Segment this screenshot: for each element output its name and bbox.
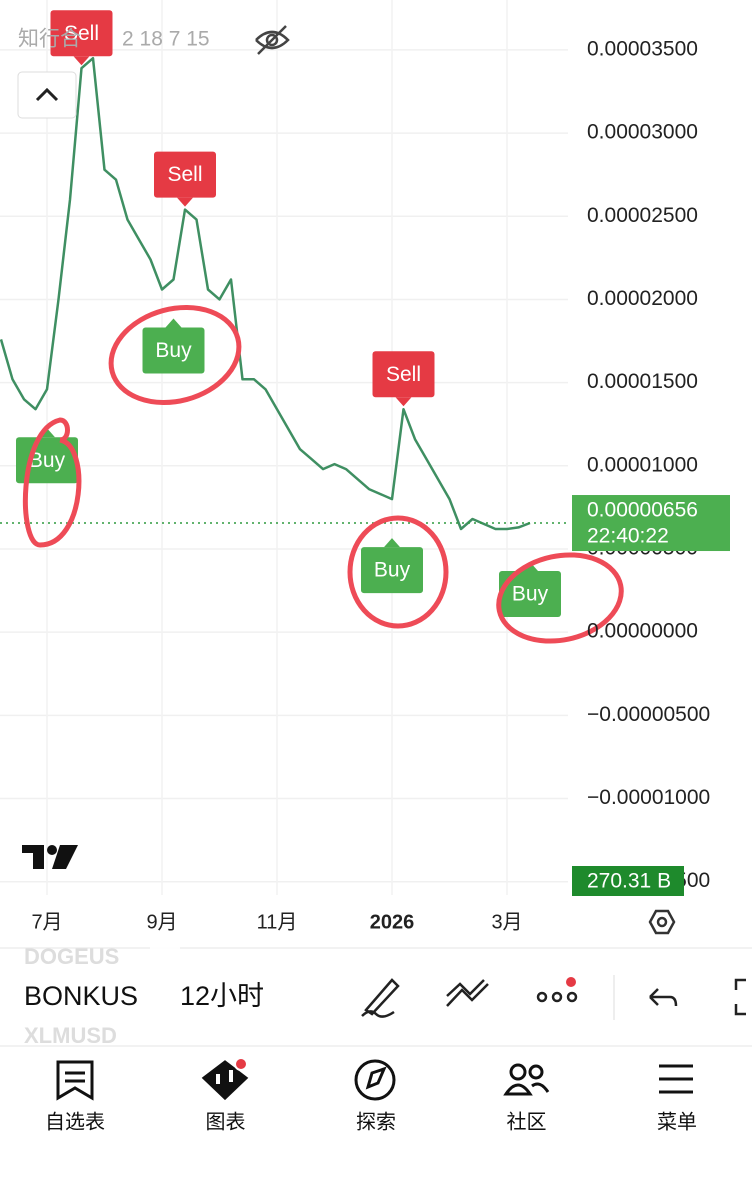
y-tick-label: 0.00002000 bbox=[587, 287, 698, 310]
signal-label: Sell bbox=[386, 363, 421, 386]
indicator-tool[interactable] bbox=[446, 979, 489, 1007]
signal-label: Buy bbox=[374, 559, 411, 582]
undo-button[interactable] bbox=[649, 988, 678, 1007]
price-badge bbox=[572, 495, 730, 552]
x-axis: 7月 9月 11月 2026 3月 bbox=[31, 911, 522, 933]
x-tick-label: 11月 bbox=[257, 911, 298, 933]
y-tick-label: −0.00000500 bbox=[587, 703, 710, 726]
y-tick-label: 0.00001000 bbox=[587, 453, 698, 476]
signal-label: Sell bbox=[167, 163, 202, 186]
y-tick-label: 0.00002500 bbox=[587, 204, 698, 227]
signal-pointer bbox=[177, 197, 193, 207]
icon-detail bbox=[229, 1070, 233, 1082]
grid bbox=[0, 0, 568, 895]
price-badge-label: 0.00000656 bbox=[587, 499, 698, 522]
settings-icon[interactable] bbox=[648, 909, 676, 935]
signal-box bbox=[372, 351, 435, 398]
y-tick-label: 0.00001500 bbox=[587, 370, 698, 393]
circle bbox=[347, 515, 449, 629]
sell-signal: Sell bbox=[372, 351, 435, 407]
badge-dot bbox=[234, 1057, 248, 1071]
legend-text: 知行合 bbox=[18, 28, 81, 51]
symbol-current[interactable]: BONKUS bbox=[24, 981, 138, 1011]
volume-label: 270.31 B bbox=[587, 870, 671, 893]
tab-icon[interactable] bbox=[503, 1063, 550, 1096]
signal-box bbox=[50, 10, 113, 57]
tab-icon[interactable] bbox=[354, 1059, 396, 1101]
volume-badge bbox=[572, 866, 684, 896]
fullscreen-button[interactable] bbox=[734, 978, 746, 1016]
tab-icon[interactable] bbox=[365, 1066, 387, 1090]
signal-label: Buy bbox=[29, 449, 66, 472]
signal-pointer bbox=[384, 538, 400, 548]
symbol-prev[interactable]: DOGEUS bbox=[24, 944, 119, 969]
y-tick-label: 0.00000000 bbox=[587, 620, 698, 643]
signal-box bbox=[154, 151, 216, 198]
price-line bbox=[0, 56, 531, 531]
signal-label: Buy bbox=[512, 583, 549, 606]
countdown: 22:40:22 bbox=[587, 525, 669, 548]
circle bbox=[108, 304, 242, 406]
signal-pointer bbox=[73, 56, 90, 66]
fade bbox=[150, 945, 180, 1045]
annotation-circles bbox=[22, 304, 624, 644]
sell-signal: Sell bbox=[154, 151, 216, 207]
tab-label[interactable]: 图表 bbox=[206, 1110, 246, 1133]
tab-label[interactable]: 菜单 bbox=[657, 1110, 697, 1133]
x-tick-label: 2026 bbox=[370, 911, 415, 933]
signal-box bbox=[361, 547, 423, 594]
tab-bar: 自选表 图表 探索 社区 菜单 bbox=[45, 1110, 697, 1133]
tab-icon[interactable] bbox=[201, 1060, 249, 1101]
tab-label[interactable]: 自选表 bbox=[45, 1110, 105, 1133]
collapse-button[interactable] bbox=[17, 71, 77, 119]
hide-icon[interactable] bbox=[255, 25, 290, 55]
tab-label[interactable]: 探索 bbox=[356, 1110, 396, 1133]
signal-label: Buy bbox=[155, 339, 192, 362]
signal-label: Sell bbox=[64, 22, 99, 45]
x-tick-label: 7月 bbox=[31, 911, 62, 933]
y-tick-label: 0.00003000 bbox=[587, 121, 698, 144]
buy-signal: Buy bbox=[361, 538, 423, 594]
signal-box bbox=[499, 571, 561, 618]
buy-signal: Buy bbox=[499, 562, 561, 618]
y-axis: 0.00003500 0.00003000 0.00002500 0.00002000… bbox=[572, 37, 730, 896]
tab-icon[interactable] bbox=[659, 1064, 693, 1094]
draw-tool[interactable] bbox=[361, 978, 400, 1018]
signal-pointer bbox=[395, 397, 412, 407]
badge-dot bbox=[566, 977, 576, 987]
y-tick-label: −0.00001000 bbox=[587, 786, 710, 809]
interval[interactable]: 12小时 bbox=[180, 981, 264, 1011]
circle bbox=[22, 417, 82, 548]
more-button[interactable] bbox=[536, 991, 578, 1003]
sell-signal: Sell bbox=[50, 10, 113, 66]
x-tick-label: 9月 bbox=[146, 911, 177, 933]
signal-box bbox=[142, 327, 205, 374]
signal-pointer bbox=[165, 318, 182, 328]
x-tick-label: 3月 bbox=[491, 911, 522, 933]
tab-icon[interactable] bbox=[56, 1060, 94, 1101]
buy-signal: Buy bbox=[142, 318, 205, 374]
circle bbox=[496, 552, 624, 644]
legend-values: 2 18 7 15 bbox=[122, 28, 210, 51]
tab-label[interactable]: 社区 bbox=[507, 1110, 547, 1133]
icon-detail bbox=[216, 1074, 220, 1084]
symbol-next[interactable]: XLMUSD bbox=[24, 1023, 117, 1048]
y-tick-label: 0.00003500 bbox=[587, 37, 698, 60]
tv-logo bbox=[22, 845, 78, 869]
plot: Sell Sell Sell Buy Buy Buy Buy bbox=[0, 10, 568, 618]
